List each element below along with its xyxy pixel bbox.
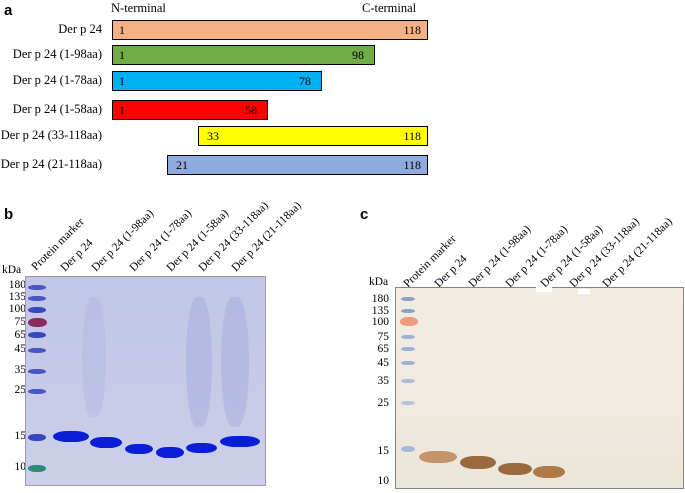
- protein-band-1-78: [498, 463, 532, 475]
- membrane-defect: [536, 287, 552, 292]
- bar-start: 21: [176, 158, 188, 172]
- panel-b-letter: b: [4, 206, 14, 223]
- lane-label-1-98: Der p 24 (1-98aa): [89, 207, 157, 274]
- construct-bar-33-118: 33 118: [198, 126, 428, 146]
- construct-bar-1-78: 1 78: [112, 71, 322, 91]
- construct-label-1-98: Der p 24 (1-98aa): [12, 47, 102, 61]
- marker-label: 180: [371, 293, 389, 305]
- marker-label: 180: [8, 279, 26, 291]
- construct-label-33-118: Der p 24 (33-118aa): [0, 128, 102, 142]
- marker-band: [400, 317, 418, 326]
- construct-bar-1-58: 1 58: [112, 100, 268, 120]
- marker-band: [28, 318, 47, 327]
- marker-band: [401, 401, 415, 405]
- coomassie-gel: [25, 276, 266, 486]
- marker-label: 75: [377, 331, 390, 343]
- bar-end: 118: [403, 158, 421, 172]
- marker-band: [28, 369, 46, 374]
- marker-band: [401, 335, 415, 339]
- protein-band-1-98: [90, 437, 122, 448]
- marker-label: 10: [14, 461, 27, 473]
- protein-band-full: [419, 451, 457, 463]
- construct-label-21-118: Der p 24 (21-118aa): [0, 157, 102, 171]
- marker-label: 10: [377, 475, 390, 487]
- lane-label-marker: Protein marker: [401, 232, 459, 290]
- protein-band-1-98: [460, 456, 496, 469]
- bar-end: 78: [299, 74, 311, 88]
- bar-start: 1: [119, 74, 125, 88]
- panel-a-letter: a: [4, 2, 13, 19]
- marker-label: 25: [14, 384, 27, 396]
- marker-band: [28, 389, 46, 394]
- construct-bar-1-98: 1 98: [112, 45, 375, 65]
- construct-label-1-58: Der p 24 (1-58aa): [12, 102, 102, 116]
- protein-band-1-58: [533, 466, 565, 478]
- marker-label: 45: [377, 357, 390, 369]
- marker-band: [28, 332, 46, 338]
- protein-band-33-118: [186, 443, 217, 453]
- construct-label-full: Der p 24: [58, 22, 102, 36]
- marker-band: [28, 307, 46, 313]
- kda-label-c: kDa: [369, 276, 389, 288]
- marker-label: 100: [371, 316, 389, 328]
- marker-label: 75: [14, 316, 27, 328]
- construct-label-1-78: Der p 24 (1-78aa): [12, 73, 102, 87]
- marker-band: [401, 297, 415, 301]
- marker-label: 135: [8, 291, 26, 303]
- marker-label: 65: [377, 343, 390, 355]
- marker-band: [401, 446, 415, 452]
- marker-label: 15: [377, 445, 390, 457]
- marker-band: [28, 285, 46, 290]
- protein-band-21-118: [220, 436, 260, 447]
- marker-band: [28, 434, 46, 441]
- n-terminal-label: N-terminal: [111, 1, 166, 15]
- panel-c-letter: c: [360, 206, 369, 223]
- marker-band: [401, 347, 415, 351]
- marker-label: 135: [371, 305, 389, 317]
- bar-start: 1: [119, 103, 125, 117]
- western-blot-membrane: [395, 287, 684, 489]
- marker-band: [401, 379, 415, 383]
- marker-band: [28, 465, 46, 472]
- marker-label: 15: [14, 430, 27, 442]
- protein-band-full: [53, 431, 89, 442]
- marker-label: 35: [377, 375, 390, 387]
- protein-band-1-58: [156, 447, 184, 458]
- kda-label-b: kDa: [2, 264, 22, 276]
- bar-start: 33: [207, 129, 219, 143]
- c-terminal-label: C-terminal: [362, 1, 417, 15]
- membrane-defect: [578, 289, 590, 294]
- bar-end: 118: [403, 23, 421, 37]
- bar-end: 118: [403, 129, 421, 143]
- construct-bar-21-118: 21 118: [167, 155, 428, 175]
- lane-smear: [186, 297, 212, 427]
- bar-start: 1: [119, 23, 125, 37]
- marker-band: [28, 296, 46, 301]
- marker-label: 25: [377, 397, 390, 409]
- marker-band: [28, 348, 46, 353]
- lane-smear: [221, 297, 249, 427]
- marker-label: 35: [14, 364, 27, 376]
- lane-label-1-98: Der p 24 (1-98aa): [466, 223, 534, 290]
- bar-end: 58: [245, 103, 257, 117]
- bar-start: 1: [119, 48, 125, 62]
- lane-smear: [82, 297, 106, 417]
- marker-band: [401, 361, 415, 365]
- marker-label: 65: [14, 329, 27, 341]
- construct-bar-full: 1 118: [112, 20, 428, 40]
- marker-band: [401, 309, 415, 313]
- marker-label: 45: [14, 343, 27, 355]
- bar-end: 98: [352, 48, 364, 62]
- protein-band-1-78: [125, 444, 153, 454]
- marker-label: 100: [8, 303, 26, 315]
